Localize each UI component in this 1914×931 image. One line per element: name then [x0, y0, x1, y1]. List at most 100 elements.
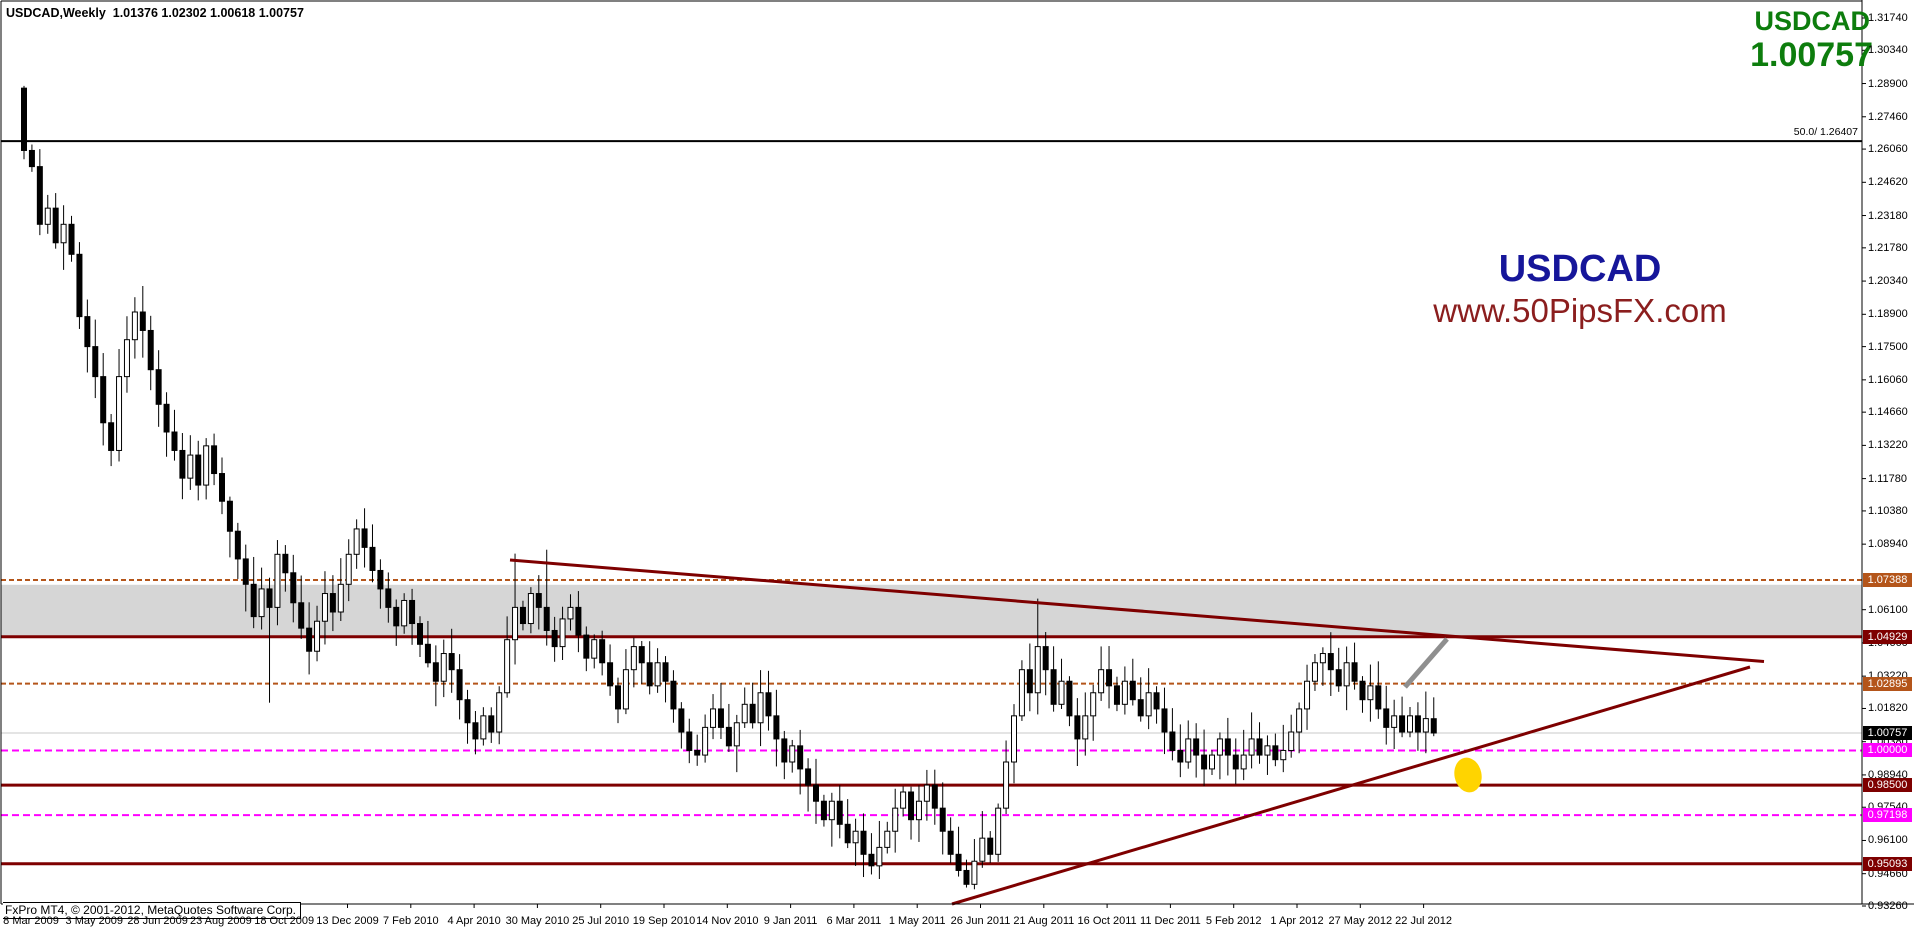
candle-body [488, 715, 495, 733]
candle-body [1066, 680, 1073, 717]
candle-body [678, 708, 685, 733]
candle-body [1106, 669, 1113, 687]
candle-body [1193, 738, 1200, 756]
candle-body [1018, 669, 1025, 717]
candle-body [250, 583, 257, 618]
candle-body [1304, 680, 1311, 710]
candle-body [385, 588, 392, 608]
price-badge: 1.00000 [1863, 743, 1912, 758]
candle-body [1359, 680, 1366, 701]
candle-body [1311, 662, 1318, 682]
price-badge: 1.02895 [1863, 676, 1912, 691]
candle-body [464, 699, 471, 724]
candle-body [931, 784, 938, 809]
fibo-level-label: 50.0/ 1.26407 [1793, 126, 1858, 138]
candle-body [116, 376, 123, 451]
candle-body [622, 669, 629, 710]
candle-body [298, 602, 305, 629]
candle-body [1129, 680, 1136, 701]
candle-body [1113, 685, 1120, 705]
price-axis-label: 1.13220 [1868, 439, 1908, 452]
candle-body [828, 800, 835, 821]
candle-body [417, 623, 423, 645]
price-axis-label: 1.23180 [1868, 209, 1908, 222]
candle-body [599, 639, 606, 664]
candle-body [1177, 749, 1184, 763]
candle-body [147, 329, 154, 371]
candle-body [987, 837, 994, 855]
candle-body [971, 860, 978, 885]
watermark: USDCAD www.50PipsFX.com [1420, 248, 1740, 330]
candle-body [583, 634, 590, 659]
candle-body [44, 207, 51, 225]
candle-body [646, 662, 653, 687]
date-axis-label: 1 May 2011 [888, 915, 946, 927]
price-axis-label: 1.18900 [1868, 308, 1908, 321]
date-axis-label: 21 Aug 2011 [1013, 915, 1075, 927]
candle-body [1161, 708, 1168, 733]
candle-body [725, 726, 732, 747]
candle-body [884, 830, 891, 848]
candle-body [1026, 669, 1033, 694]
candle-body [567, 606, 574, 620]
candle-body [203, 445, 210, 486]
candle-body [353, 528, 360, 555]
candle-body [923, 784, 930, 802]
candle-body [844, 823, 851, 844]
candle-body [519, 606, 526, 625]
candle-body [939, 807, 946, 832]
price-axis-label: 1.10380 [1868, 504, 1908, 517]
candle-body [1248, 738, 1255, 756]
candle-body [131, 311, 138, 341]
candle-body [1153, 692, 1160, 710]
candle-body [1414, 715, 1421, 733]
date-axis-label: 14 Nov 2010 [696, 915, 759, 927]
candle-body [361, 528, 368, 548]
platform-copyright: FxPro MT4, © 2001-2012, MetaQuotes Softw… [3, 902, 301, 919]
candle-body [52, 207, 59, 244]
candle-body [638, 646, 645, 664]
candle-body [393, 606, 400, 627]
candle-body [789, 745, 796, 763]
candle-body [171, 431, 178, 451]
candle-body [187, 454, 194, 479]
candle-body [76, 253, 83, 318]
date-axis-label: 3 May 2009 [65, 915, 124, 927]
candle-body [290, 572, 297, 604]
candle-body [314, 620, 321, 652]
candle-body [686, 731, 693, 751]
candle-body [1145, 692, 1152, 717]
date-axis-label: 27 May 2012 [1328, 915, 1393, 927]
candle-body [654, 662, 661, 687]
price-axis-label: 1.28900 [1868, 77, 1908, 90]
candle-body [234, 530, 241, 560]
candle-body [1050, 669, 1057, 705]
candle-body [1240, 754, 1247, 770]
candle-body [409, 599, 416, 625]
date-axis-label: 1 Apr 2012 [1270, 915, 1324, 927]
candle-body [60, 223, 67, 244]
candle-body [1011, 715, 1017, 763]
price-axis-label: 1.16060 [1868, 373, 1908, 386]
price-axis-label: 1.21780 [1868, 241, 1908, 254]
date-axis-label: 13 Dec 2009 [316, 915, 379, 927]
candle-body [448, 653, 455, 671]
candle-body [757, 692, 764, 724]
candle-body [535, 593, 542, 608]
candle-body [820, 800, 827, 821]
candle-body [179, 449, 186, 479]
date-axis-label: 22 Jul 2012 [1395, 915, 1453, 927]
price-badge: 0.97198 [1863, 808, 1912, 823]
candle-body [1272, 745, 1279, 761]
descending-trendline [509, 558, 1765, 663]
candle-body [100, 376, 107, 424]
candle-body [1319, 653, 1326, 664]
candle-body [123, 339, 130, 378]
candle-body [472, 722, 479, 740]
candle-body [282, 553, 289, 574]
candle-body [710, 708, 717, 728]
watermark-url: www.50PipsFX.com [1433, 291, 1727, 329]
candle-body [607, 662, 614, 687]
candle-body [219, 473, 225, 502]
